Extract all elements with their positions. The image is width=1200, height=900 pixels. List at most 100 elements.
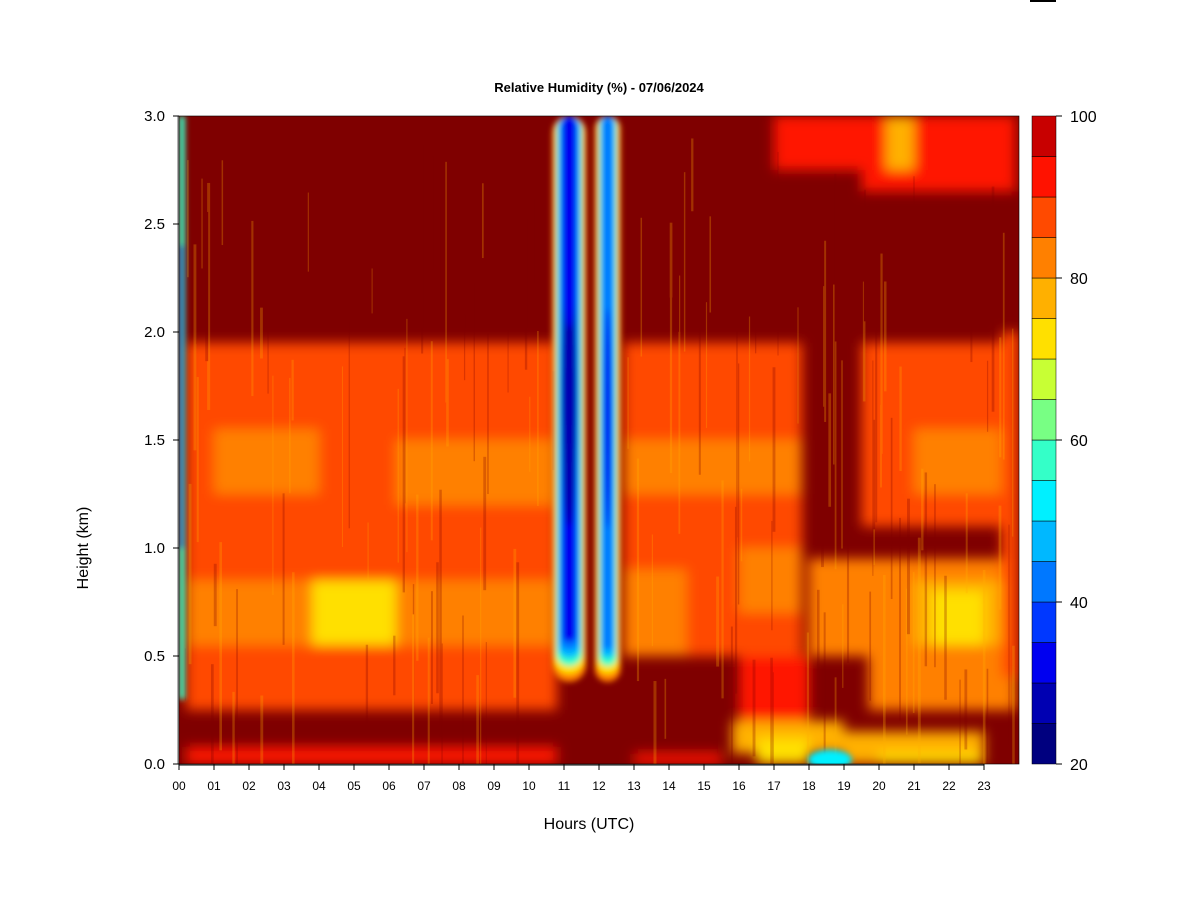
humidity-streak-texture — [184, 138, 1015, 764]
streak-99 — [734, 506, 738, 694]
streak-11 — [412, 584, 415, 736]
streak-41 — [213, 563, 217, 627]
streak-152 — [1012, 328, 1014, 537]
streak-72 — [873, 419, 876, 530]
x-tick-label: 19 — [837, 779, 851, 793]
streak-21 — [251, 220, 254, 397]
colorbar-band — [1031, 601, 1057, 643]
humidity-region-19 — [1001, 332, 1019, 678]
streak-168 — [524, 218, 528, 370]
streak-8 — [834, 341, 837, 570]
streak-59 — [371, 268, 373, 314]
streak-13 — [921, 468, 924, 551]
streak-97 — [999, 337, 1002, 458]
streak-54 — [683, 172, 686, 352]
streak-147 — [880, 253, 883, 454]
colorbar-band — [1031, 237, 1057, 279]
streak-83 — [770, 672, 774, 764]
colorbar-tick-label: 80 — [1070, 271, 1088, 288]
streak-37 — [393, 635, 396, 696]
streak-87 — [679, 275, 681, 455]
streak-96 — [863, 189, 866, 322]
streak-95 — [463, 314, 466, 381]
x-tick-label: 04 — [312, 779, 326, 793]
streak-42 — [806, 632, 809, 764]
streak-146 — [691, 138, 694, 212]
streak-39 — [821, 470, 824, 568]
streak-46 — [651, 534, 653, 647]
humidity-region-10 — [623, 440, 802, 494]
streak-169 — [970, 227, 973, 363]
streak-5 — [834, 677, 837, 764]
streak-58 — [736, 330, 738, 538]
streak-6 — [678, 331, 681, 534]
colorbar-tick-label: 60 — [1070, 433, 1088, 450]
x-tick-label: 01 — [207, 779, 221, 793]
streak-153 — [196, 376, 199, 543]
humidity-region-6 — [396, 440, 557, 505]
streak-103 — [846, 521, 850, 663]
x-tick-label: 15 — [697, 779, 711, 793]
x-tick-label: 20 — [872, 779, 886, 793]
streak-138 — [441, 643, 443, 764]
x-tick-label: 12 — [592, 779, 606, 793]
streak-84 — [193, 244, 197, 451]
streak-127 — [473, 282, 475, 462]
colorbar-band — [1031, 277, 1057, 319]
streak-109 — [899, 366, 902, 472]
x-tick-label: 23 — [977, 779, 991, 793]
x-axis: 00 01 02 03 04 05 06 07 08 09 10 11 12 13 14 15 16 17 18 19… — [172, 764, 991, 793]
colorbar-tick-label: 40 — [1070, 595, 1088, 612]
streak-89 — [201, 178, 203, 269]
y-tick-label: 0.5 — [144, 648, 165, 665]
streak-28 — [188, 483, 192, 665]
streak-47 — [367, 522, 369, 582]
streak-44 — [221, 160, 224, 246]
streak-93 — [944, 575, 947, 700]
streak-120 — [430, 591, 433, 704]
streak-101 — [438, 142, 441, 208]
streak-100 — [620, 670, 623, 730]
colorbar-band — [1031, 196, 1057, 238]
y-tick-label: 3.0 — [144, 108, 165, 125]
humidity-region-7 — [214, 429, 319, 494]
x-tick-label: 07 — [417, 779, 431, 793]
colorbar-band — [1031, 358, 1057, 400]
x-tick-label: 10 — [522, 779, 536, 793]
streak-121 — [640, 217, 643, 357]
colorbar-band — [1031, 115, 1057, 157]
streak-135 — [476, 675, 479, 764]
streak-18 — [748, 316, 751, 462]
humidity-region-24 — [756, 738, 809, 764]
y-tick-label: 2.0 — [144, 324, 165, 341]
streak-148 — [532, 198, 535, 284]
x-tick-label: 09 — [487, 779, 501, 793]
streak-33 — [880, 404, 882, 488]
streak-124 — [236, 589, 238, 764]
streak-163 — [964, 669, 968, 750]
streak-51 — [752, 659, 756, 757]
y-tick-label: 2.5 — [144, 216, 165, 233]
x-tick-label: 22 — [942, 779, 956, 793]
top-edge-mark — [1030, 0, 1056, 2]
streak-23 — [772, 367, 776, 532]
streak-71 — [187, 160, 189, 278]
streak-48 — [282, 493, 285, 645]
streak-73 — [195, 209, 197, 344]
streak-132 — [439, 489, 442, 738]
streak-68 — [341, 366, 343, 547]
x-tick-label: 18 — [802, 779, 816, 793]
streak-106 — [842, 604, 844, 688]
streak-166 — [828, 393, 832, 507]
streak-90 — [905, 588, 908, 735]
streak-86 — [207, 182, 211, 410]
streak-30 — [307, 192, 309, 272]
streak-123 — [431, 156, 434, 270]
streak-69 — [406, 318, 408, 553]
streak-139 — [716, 576, 720, 667]
streak-52 — [184, 648, 187, 701]
streak-26 — [991, 186, 995, 412]
humidity-region-12 — [739, 656, 809, 721]
streak-76 — [705, 302, 708, 428]
